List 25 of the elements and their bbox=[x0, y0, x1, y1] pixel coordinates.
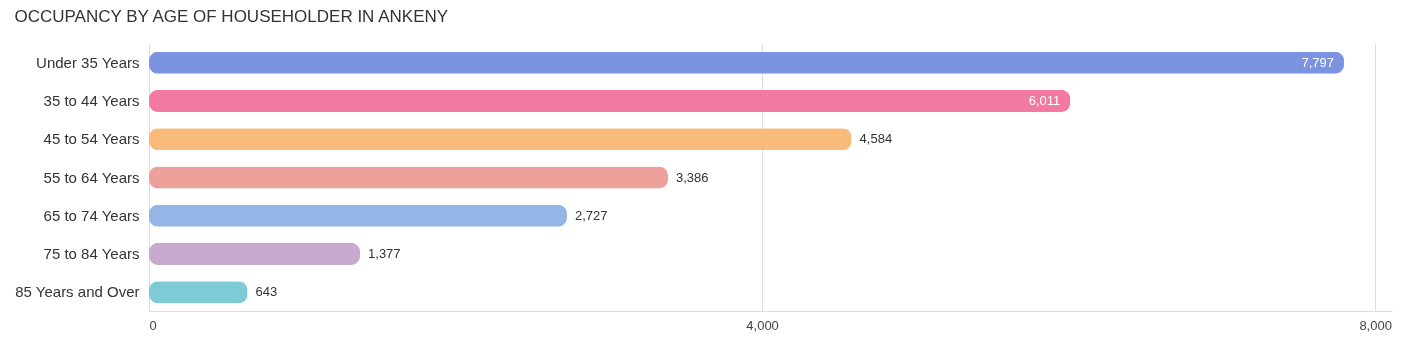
data-label: 6,011 bbox=[1028, 93, 1061, 108]
y-tick-label: 45 to 54 Years bbox=[43, 130, 140, 148]
data-label: 7,797 bbox=[1301, 54, 1335, 70]
bar bbox=[149, 128, 852, 151]
bar bbox=[149, 166, 668, 189]
y-tick-label: 75 to 84 Years bbox=[43, 245, 140, 262]
bar bbox=[149, 281, 248, 304]
chart-title: OCCUPANCY BY AGE OF HOUSEHOLDER IN ANKENY bbox=[14, 7, 449, 26]
x-tick-label: 4,000 bbox=[746, 317, 779, 333]
x-tick-label: 8,000 bbox=[1359, 317, 1392, 333]
data-label: 3,386 bbox=[675, 169, 709, 185]
y-tick-label: Under 35 Years bbox=[36, 53, 140, 71]
y-tick-label: 85 Years and Over bbox=[15, 283, 140, 301]
data-label: 4,584 bbox=[859, 131, 893, 147]
y-tick-label: 65 to 74 Years bbox=[43, 206, 140, 224]
bar bbox=[149, 51, 1345, 74]
data-label: 1,377 bbox=[368, 246, 401, 261]
bar bbox=[149, 242, 361, 266]
data-label: 2,727 bbox=[574, 207, 608, 223]
x-tick-label: 0 bbox=[149, 317, 157, 333]
data-label: 643 bbox=[255, 284, 278, 300]
bar bbox=[149, 204, 567, 227]
y-tick-label: 55 to 64 Years bbox=[43, 168, 140, 186]
y-tick-label: 35 to 44 Years bbox=[43, 92, 140, 109]
bar bbox=[149, 89, 1071, 113]
